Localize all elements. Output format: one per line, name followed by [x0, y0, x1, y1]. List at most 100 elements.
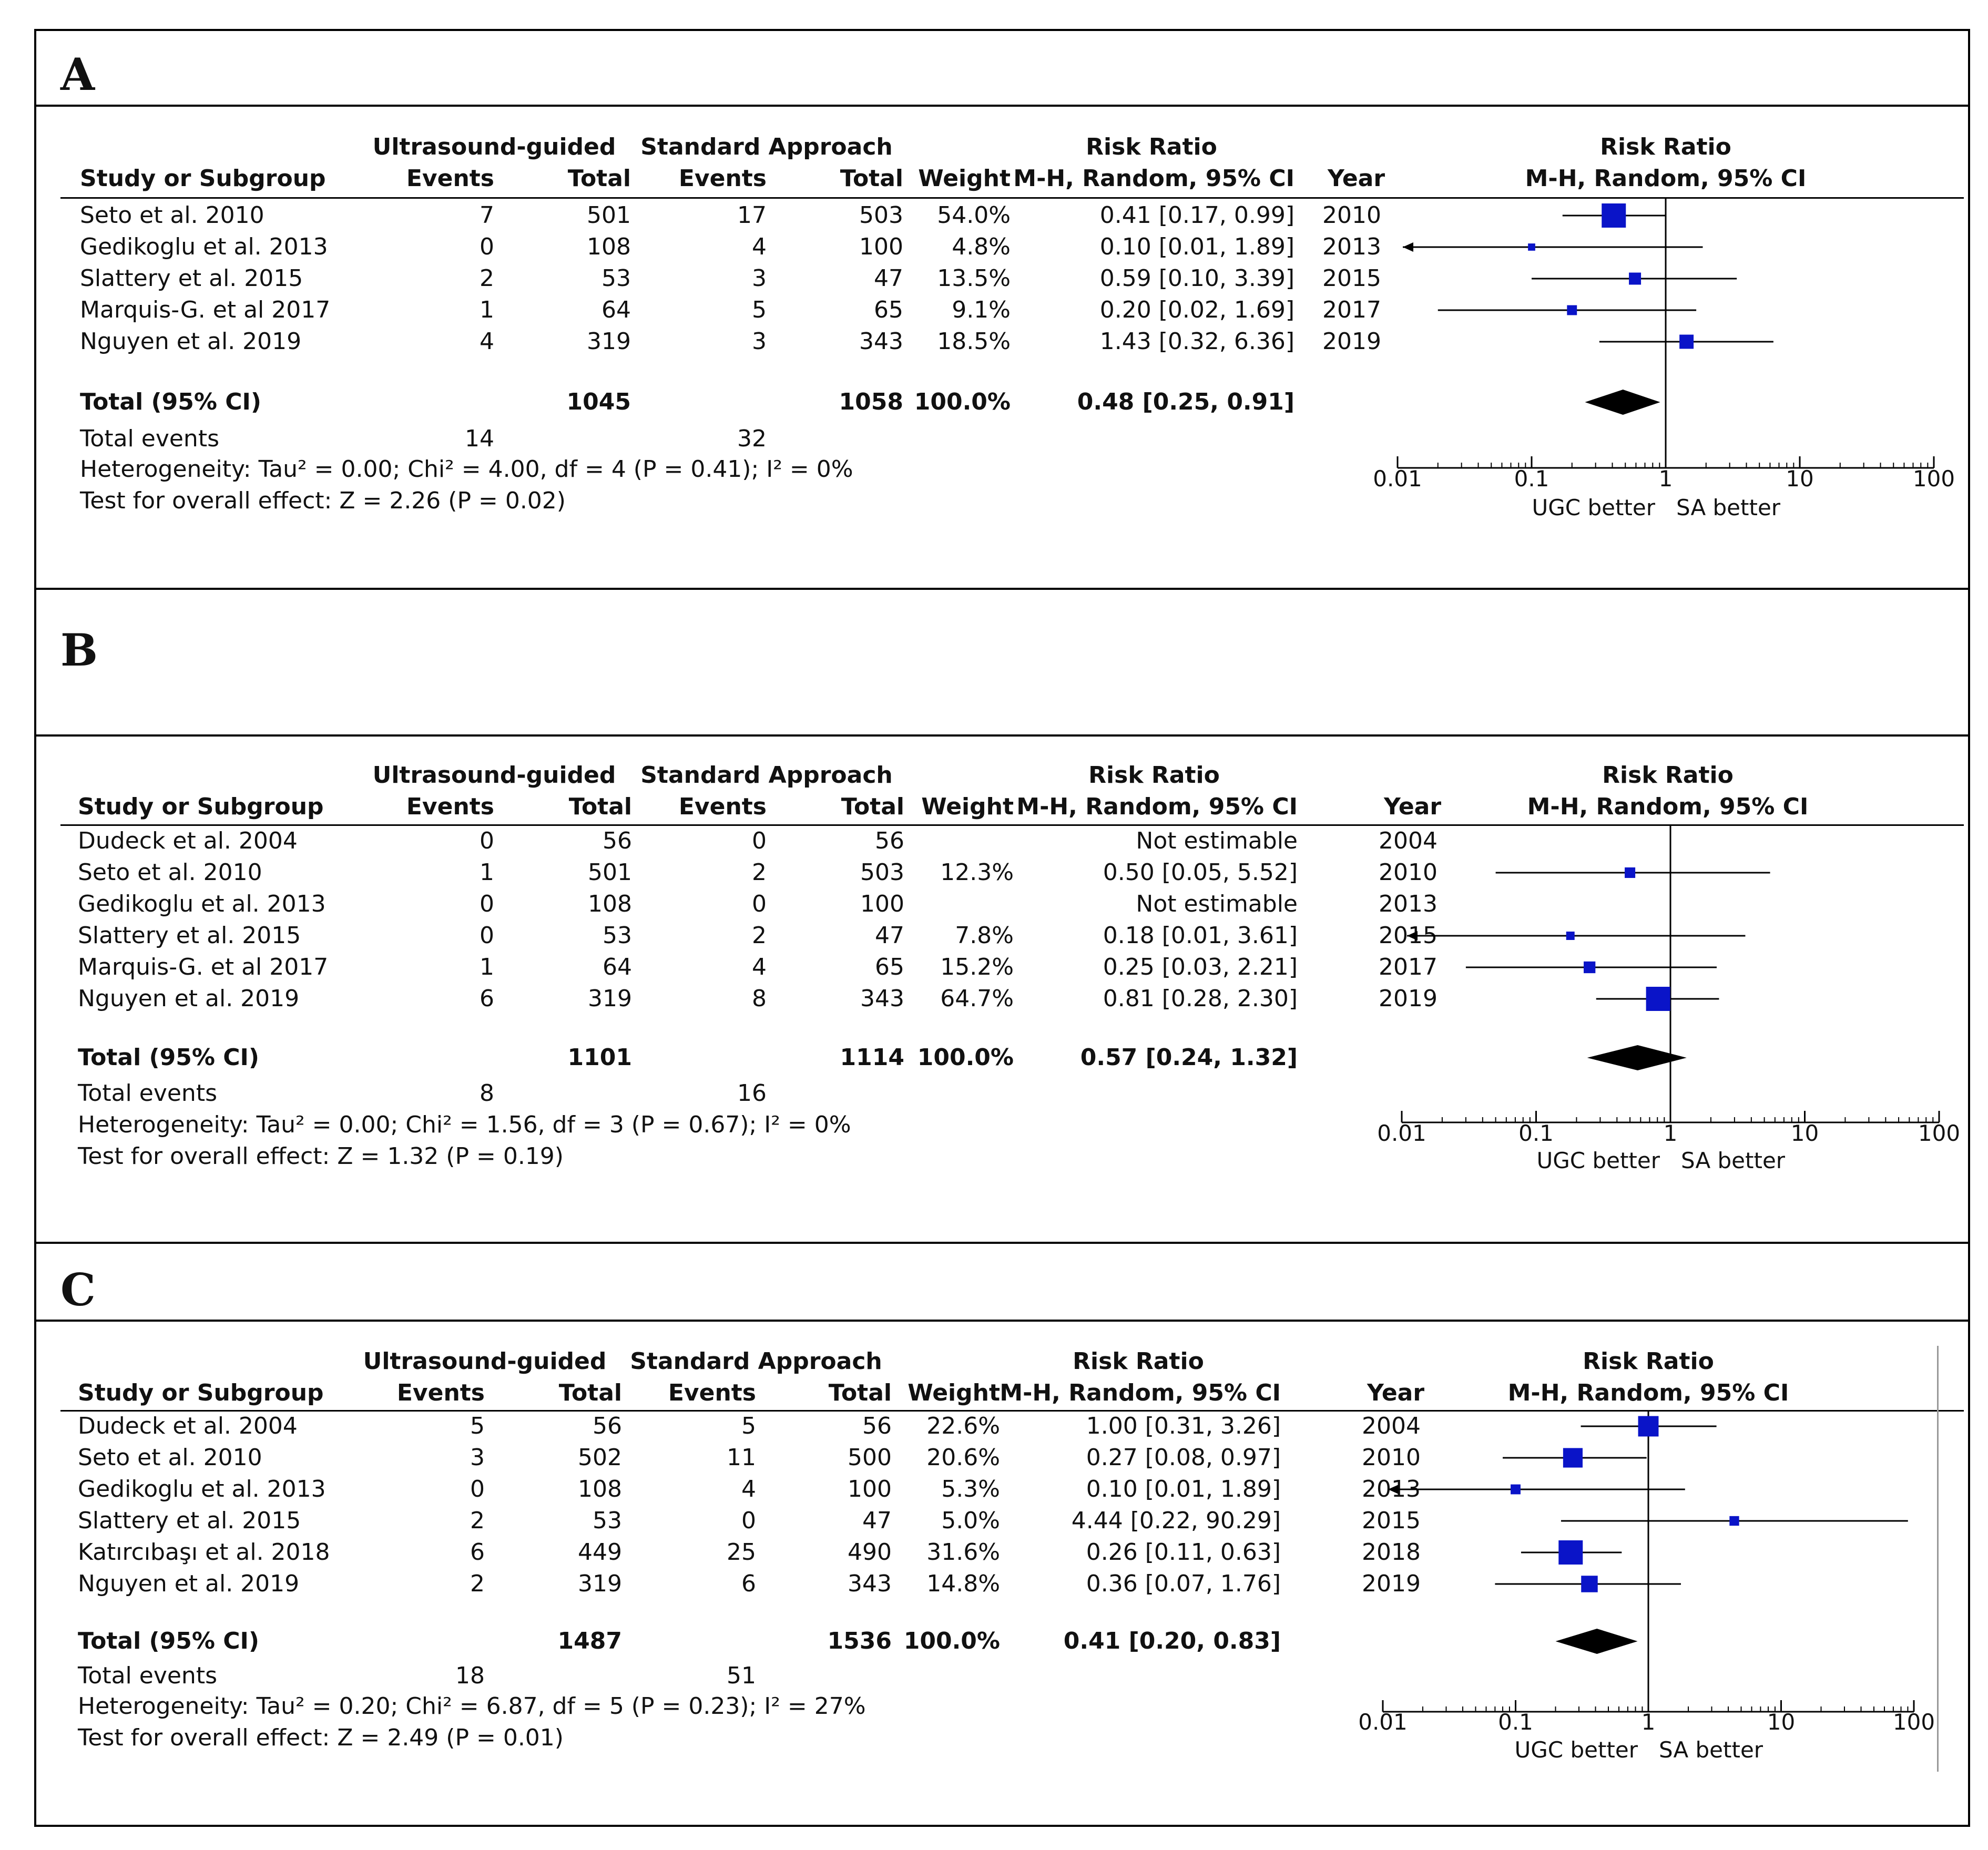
ci-cell: 0.20 [0.02, 1.69]	[1099, 297, 1294, 323]
weight-cell: 4.8%	[952, 233, 1011, 260]
events2-cell: 25	[727, 1539, 756, 1566]
study-name: Dudeck et al. 2004	[78, 1413, 298, 1439]
weight-cell: 7.8%	[955, 922, 1014, 949]
year-cell: 2013	[1379, 891, 1438, 917]
ci-cell: Not estimable	[1136, 827, 1298, 854]
group1-header: Ultrasound-guided	[372, 762, 616, 789]
ci-cell: 1.43 [0.32, 6.36]	[1099, 328, 1294, 355]
events1-cell: 3	[470, 1444, 485, 1471]
study-col-header: Study or Subgroup	[78, 793, 324, 820]
total2-cell: 500	[848, 1444, 892, 1471]
year-cell: 2010	[1322, 202, 1381, 229]
events1-header: Events	[406, 165, 494, 192]
total2-cell: 343	[860, 985, 904, 1012]
total-events-label: Total events	[80, 425, 219, 452]
ci-cell: 4.44 [0.22, 90.29]	[1071, 1507, 1281, 1534]
events1-cell: 1	[480, 954, 494, 980]
study-name: Seto et al. 2010	[78, 1444, 262, 1471]
plot-title-header: Risk Ratio	[1600, 134, 1731, 160]
panel-b-c-divider	[34, 1242, 1970, 1244]
total1-header: Total	[568, 793, 632, 820]
total-label: Total (95% CI)	[80, 389, 262, 415]
total2-cell: 65	[874, 297, 903, 323]
events2-cell: 17	[737, 202, 767, 229]
total2-header: Total	[828, 1379, 892, 1406]
study-col-header: Study or Subgroup	[80, 165, 326, 192]
total2-cell: 490	[848, 1539, 892, 1566]
study-name: Katırcıbaşı et al. 2018	[78, 1539, 330, 1566]
study-name: Gedikoglu et al. 2013	[80, 233, 328, 260]
events2-cell: 3	[752, 265, 767, 292]
year-cell: 2013	[1362, 1476, 1421, 1503]
plot-title-header: Risk Ratio	[1602, 762, 1734, 789]
events1-cell: 5	[470, 1413, 485, 1439]
events1-cell: 4	[480, 328, 494, 355]
total-label: Total (95% CI)	[78, 1044, 260, 1071]
study-name: Nguyen et al. 2019	[80, 328, 302, 355]
weight-header: Weight	[918, 165, 1011, 192]
total-events-label: Total events	[78, 1662, 217, 1689]
weight-header: Weight	[908, 1379, 1000, 1406]
total1-cell: 501	[587, 202, 631, 229]
total2-cell: 100	[848, 1476, 892, 1503]
events1-cell: 1	[480, 859, 494, 886]
weight-cell: 5.3%	[941, 1476, 1000, 1503]
total1-cell: 319	[578, 1570, 622, 1597]
header-rule	[60, 197, 1964, 199]
events1-cell: 0	[480, 891, 494, 917]
events1-cell: 1	[480, 297, 494, 323]
total2-cell: 47	[875, 922, 904, 949]
events1-header: Events	[406, 793, 494, 820]
header-rule	[60, 824, 1964, 826]
events1-cell: 2	[470, 1507, 485, 1534]
ci-cell: 0.26 [0.11, 0.63]	[1086, 1539, 1281, 1566]
panel-c-plot-border	[1937, 1346, 1939, 1772]
year-cell: 2010	[1362, 1444, 1421, 1471]
study-name: Slattery et al. 2015	[80, 265, 303, 292]
events2-cell: 2	[752, 859, 767, 886]
figure-frame	[34, 29, 1970, 1827]
events1-cell: 7	[480, 202, 494, 229]
year-header: Year	[1384, 793, 1442, 820]
total2-cell: 343	[859, 328, 903, 355]
total1-cell: 56	[603, 827, 632, 854]
year-cell: 2004	[1379, 827, 1438, 854]
total-weight: 100.0%	[903, 1628, 1000, 1654]
weight-cell: 22.6%	[926, 1413, 1000, 1439]
year-cell: 2013	[1322, 233, 1381, 260]
rr-method-header: M-H, Random, 95% CI	[1013, 165, 1294, 192]
total-events2: 16	[737, 1080, 767, 1107]
total2-header: Total	[840, 165, 903, 192]
events2-cell: 4	[741, 1476, 756, 1503]
events2-header: Events	[678, 793, 767, 820]
group1-header: Ultrasound-guided	[372, 134, 616, 160]
ci-cell: 0.59 [0.10, 3.39]	[1099, 265, 1294, 292]
heterogeneity-text: Heterogeneity: Tau² = 0.00; Chi² = 1.56,…	[78, 1111, 851, 1138]
total-ci: 0.48 [0.25, 0.91]	[1077, 389, 1294, 415]
events2-cell: 8	[752, 985, 767, 1012]
ci-cell: 0.18 [0.01, 3.61]	[1103, 922, 1298, 949]
panel-a-header	[34, 29, 1970, 107]
total1-cell: 501	[588, 859, 632, 886]
ci-cell: Not estimable	[1136, 891, 1298, 917]
events2-header: Events	[668, 1379, 756, 1406]
total1-cell: 64	[602, 297, 631, 323]
weight-cell: 15.2%	[940, 954, 1014, 980]
weight-cell: 64.7%	[940, 985, 1014, 1012]
study-name: Dudeck et al. 2004	[78, 827, 298, 854]
study-name: Slattery et al. 2015	[78, 922, 301, 949]
study-name: Marquis-G. et al 2017	[78, 954, 329, 980]
year-header: Year	[1328, 165, 1385, 192]
total-events1: 14	[465, 425, 494, 452]
overall-effect-text: Test for overall effect: Z = 2.26 (P = 0…	[80, 487, 566, 514]
total2-cell: 100	[859, 233, 903, 260]
panel-c-header	[34, 1242, 1970, 1322]
total1-header: Total	[558, 1379, 622, 1406]
events1-header: Events	[396, 1379, 485, 1406]
header-rule	[60, 1410, 1964, 1412]
events1-cell: 6	[480, 985, 494, 1012]
heterogeneity-text: Heterogeneity: Tau² = 0.00; Chi² = 4.00,…	[80, 456, 853, 483]
study-col-header: Study or Subgroup	[78, 1379, 324, 1406]
ci-cell: 0.10 [0.01, 1.89]	[1086, 1476, 1281, 1503]
year-cell: 2019	[1379, 985, 1438, 1012]
